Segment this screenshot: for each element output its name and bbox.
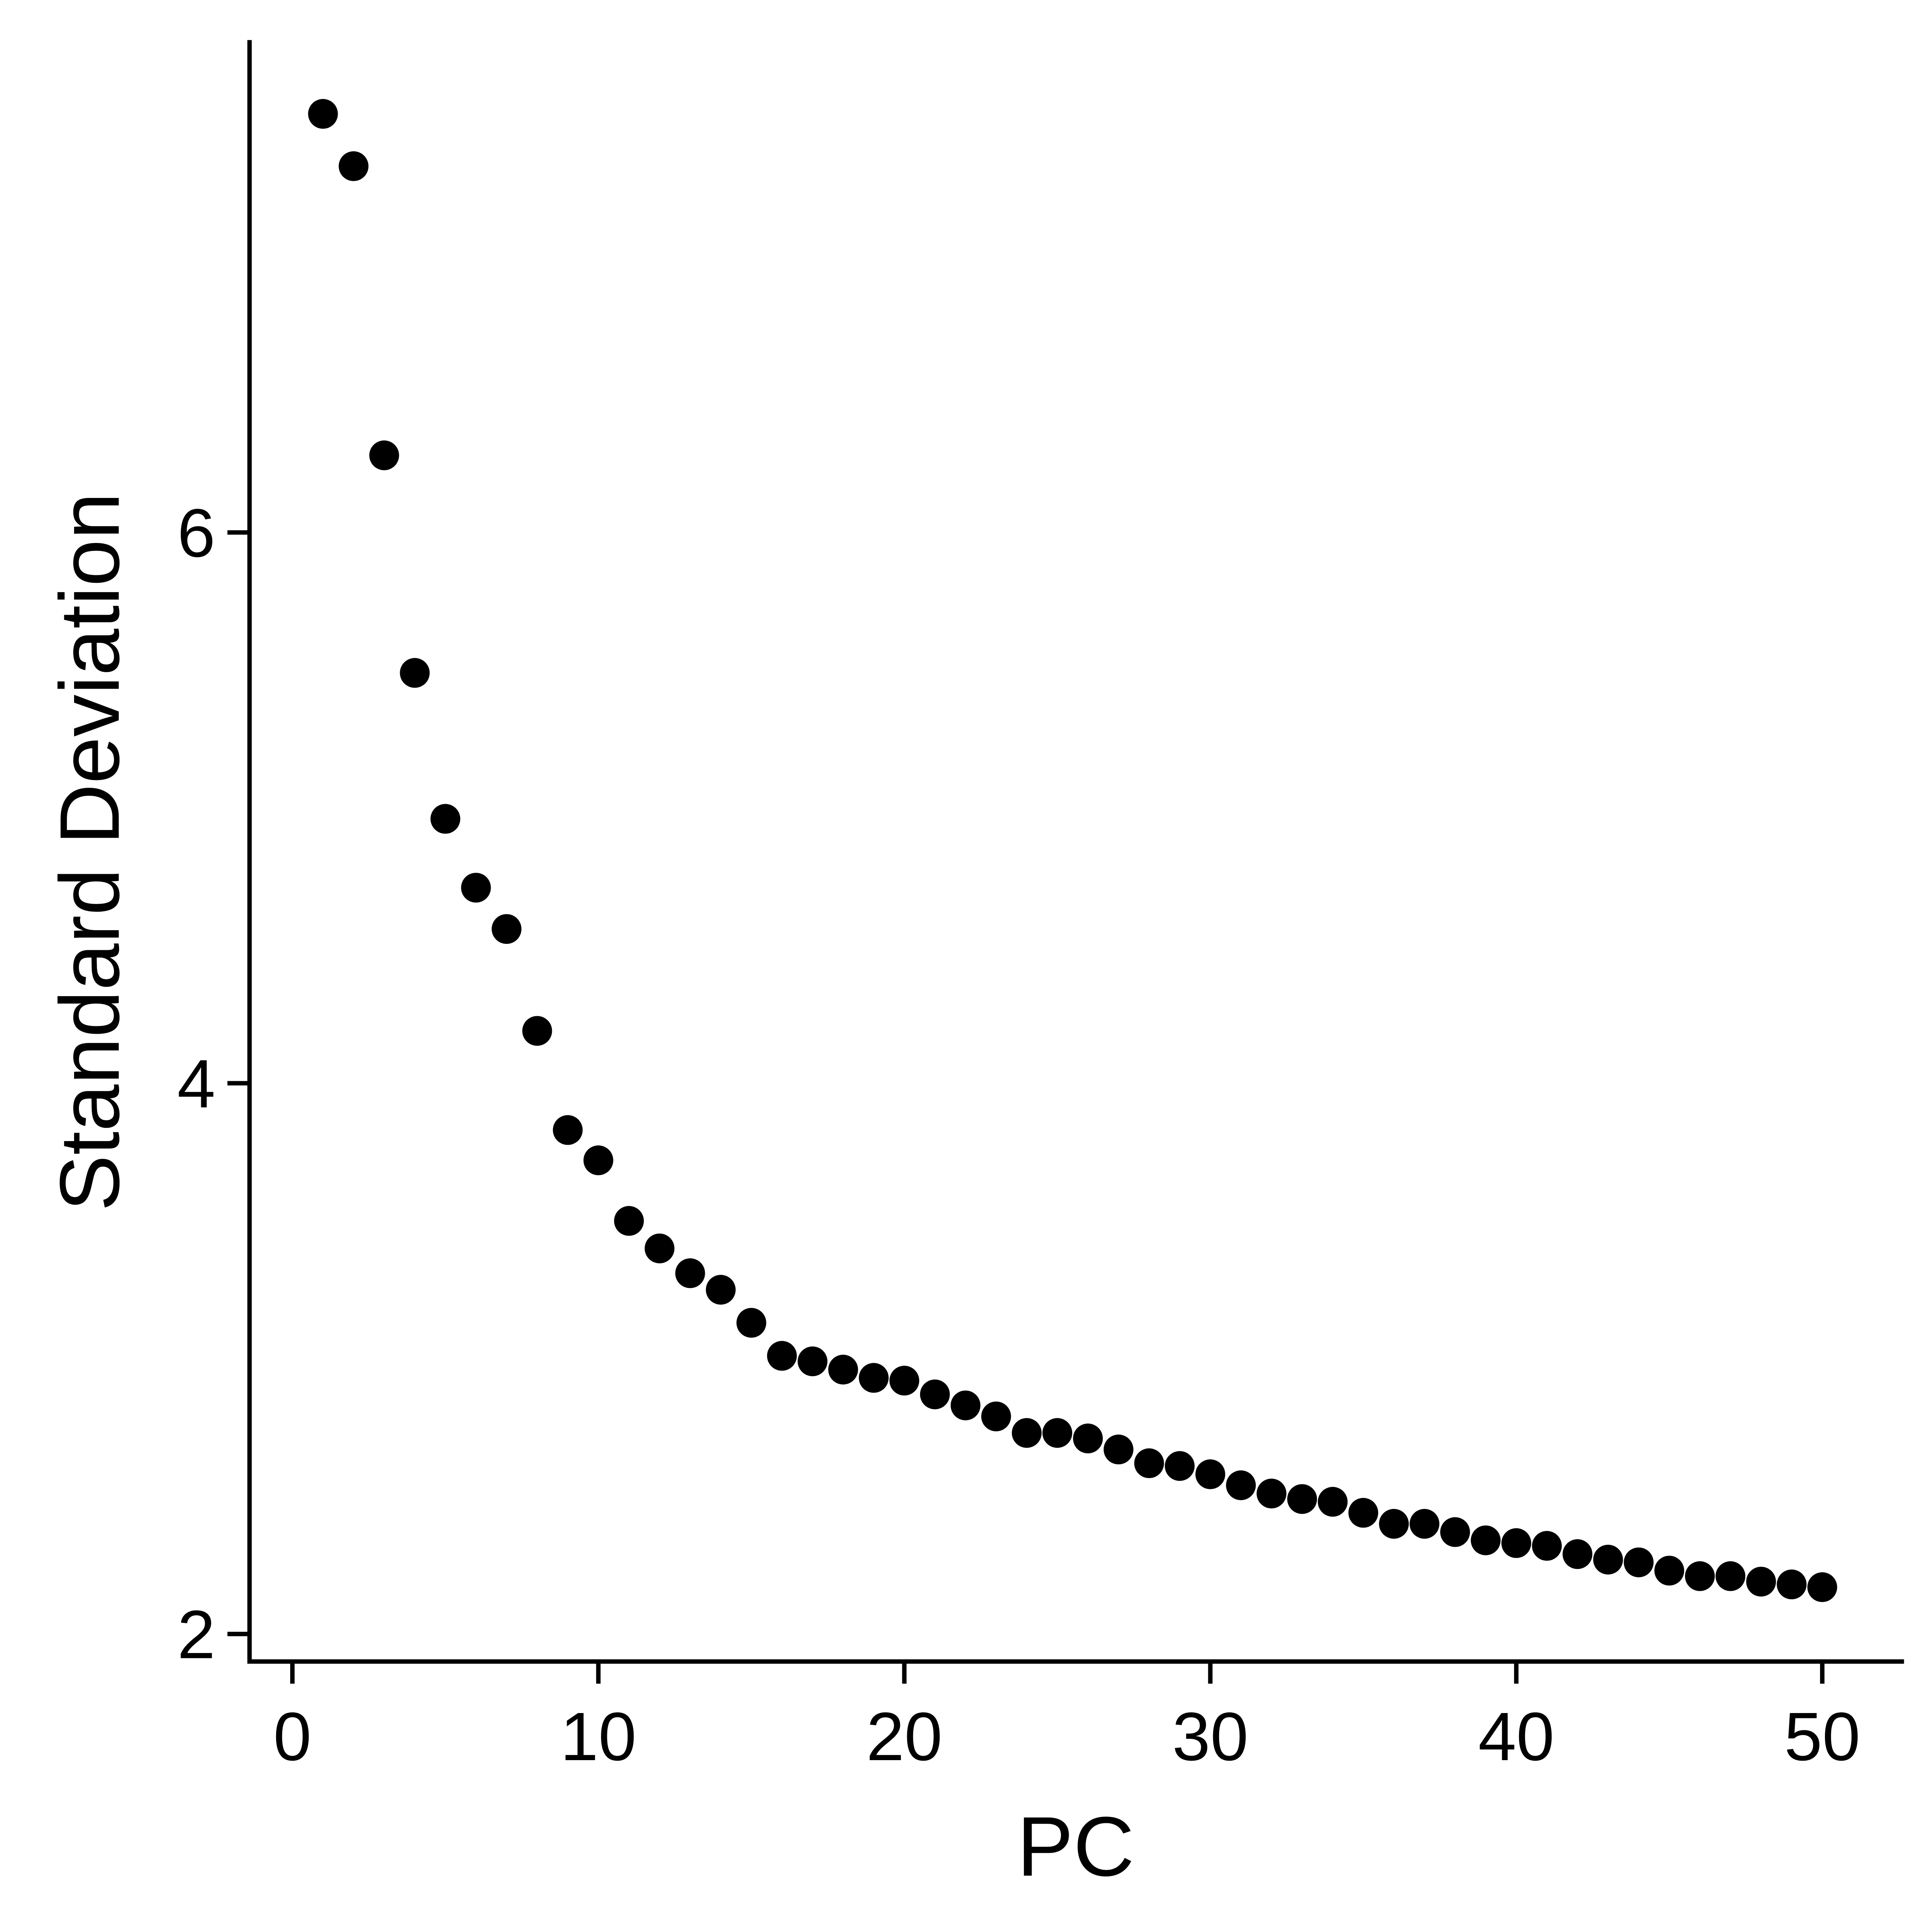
data-point	[1563, 1539, 1593, 1569]
data-point	[308, 99, 338, 129]
data-point	[736, 1308, 766, 1338]
data-point	[981, 1402, 1011, 1432]
data-point	[1746, 1567, 1776, 1597]
data-point	[1164, 1451, 1195, 1481]
data-point	[644, 1233, 675, 1263]
y-axis-title: Standard Deviation	[42, 492, 137, 1211]
data-point	[491, 914, 522, 944]
data-point	[950, 1390, 980, 1420]
data-point	[1593, 1544, 1623, 1575]
data-point	[1777, 1569, 1807, 1600]
x-tick-label: 40	[1478, 1699, 1554, 1775]
data-point	[1042, 1418, 1072, 1448]
data-point	[1624, 1547, 1654, 1577]
data-point	[797, 1346, 828, 1377]
data-point	[1379, 1509, 1409, 1539]
x-tick-label: 10	[560, 1699, 636, 1775]
data-point	[1654, 1556, 1684, 1586]
data-point	[553, 1115, 583, 1145]
x-axis-ticks: 0 10 20 30 40 50	[273, 1662, 1860, 1775]
data-point	[1103, 1435, 1133, 1465]
y-tick-label: 2	[177, 1597, 215, 1673]
data-point	[400, 658, 430, 688]
x-tick-label: 20	[866, 1699, 942, 1775]
data-point	[767, 1341, 797, 1371]
data-point	[614, 1206, 644, 1236]
data-point	[859, 1363, 889, 1393]
data-point	[1532, 1531, 1562, 1561]
data-point	[1348, 1498, 1379, 1528]
data-point	[461, 873, 491, 903]
data-point	[889, 1366, 919, 1396]
y-axis-ticks: 2 4 6	[177, 495, 250, 1673]
data-point	[1410, 1509, 1440, 1539]
x-axis-title: PC	[1017, 1799, 1135, 1894]
data-point	[1318, 1487, 1348, 1517]
data-point	[828, 1354, 858, 1385]
data-point	[369, 440, 399, 471]
x-tick-label: 50	[1784, 1699, 1860, 1775]
data-point	[1287, 1484, 1317, 1514]
data-point	[1226, 1470, 1256, 1501]
data-point	[1807, 1572, 1837, 1602]
y-tick-label: 6	[177, 495, 215, 572]
data-point	[522, 1016, 552, 1046]
data-point	[583, 1145, 613, 1175]
data-point	[1073, 1423, 1103, 1453]
x-tick-label: 0	[273, 1699, 312, 1775]
data-point	[1471, 1525, 1501, 1555]
data-point	[1195, 1459, 1225, 1489]
data-point	[920, 1379, 950, 1410]
data-point	[1501, 1528, 1532, 1558]
data-point	[430, 804, 460, 834]
data-point	[339, 151, 369, 181]
data-point	[1011, 1418, 1042, 1448]
data-point	[675, 1258, 705, 1288]
y-tick-label: 4	[177, 1046, 215, 1122]
data-point	[1257, 1478, 1287, 1509]
data-point	[706, 1275, 736, 1305]
data-point	[1715, 1561, 1746, 1591]
data-point	[1440, 1517, 1470, 1547]
x-tick-label: 30	[1172, 1699, 1248, 1775]
data-points	[308, 99, 1837, 1602]
data-point	[1685, 1561, 1715, 1591]
data-point	[1134, 1448, 1164, 1478]
